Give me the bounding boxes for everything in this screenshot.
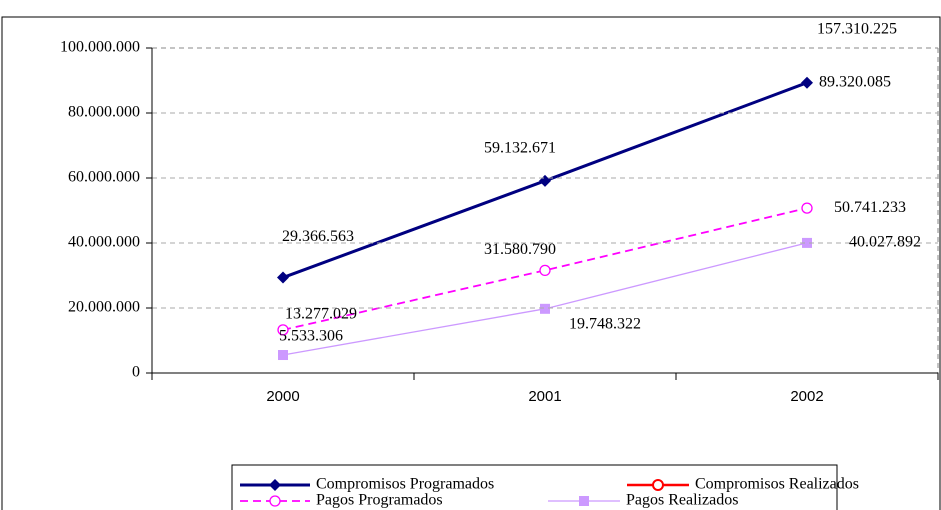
legend-label: Compromisos Realizados xyxy=(695,476,859,493)
x-tick-label: 2000 xyxy=(266,388,299,405)
chart-frame xyxy=(1,16,941,510)
series-line xyxy=(282,207,808,331)
marker xyxy=(801,202,813,214)
y-tick-label: 40.000.000 xyxy=(68,234,140,251)
x-tick-label: 2001 xyxy=(528,388,561,405)
marker xyxy=(269,495,281,507)
marker xyxy=(579,496,589,506)
marker xyxy=(540,303,550,314)
marker xyxy=(269,479,281,491)
data-label: 13.277.029 xyxy=(285,306,357,323)
y-tick-label: 0 xyxy=(132,364,140,381)
data-label: 5.533.306 xyxy=(279,328,343,345)
data-label: 19.748.322 xyxy=(569,315,641,332)
data-label: 89.320.085 xyxy=(819,73,891,90)
legend-box xyxy=(231,464,838,510)
marker xyxy=(802,237,812,248)
x-tick-label: 2002 xyxy=(790,388,823,405)
y-tick-label: 60.000.000 xyxy=(68,169,140,186)
y-tick-label: 20.000.000 xyxy=(68,299,140,316)
marker xyxy=(539,264,551,277)
y-tick-label: 80.000.000 xyxy=(68,104,140,121)
legend-label: Pagos Programados xyxy=(316,492,443,509)
legend-label: Compromisos Programados xyxy=(316,476,494,493)
marker xyxy=(801,76,813,89)
marker xyxy=(277,271,289,284)
data-label: 50.741.233 xyxy=(834,199,906,216)
data-label: 157.310.225 xyxy=(817,21,897,38)
plot-area xyxy=(277,76,813,361)
marker xyxy=(277,324,289,336)
legend-label: Pagos Realizados xyxy=(626,492,738,509)
marker xyxy=(652,479,664,491)
data-label: 29.366.563 xyxy=(282,228,354,245)
data-label: 59.132.671 xyxy=(484,139,556,156)
y-tick-label: 100.000.000 xyxy=(60,39,140,56)
marker xyxy=(278,350,288,361)
data-label: 31.580.790 xyxy=(484,241,556,258)
data-label: 40.027.892 xyxy=(849,234,921,251)
